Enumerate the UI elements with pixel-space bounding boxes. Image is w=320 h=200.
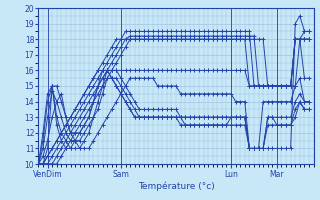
X-axis label: Température (°c): Température (°c) [138,181,214,191]
